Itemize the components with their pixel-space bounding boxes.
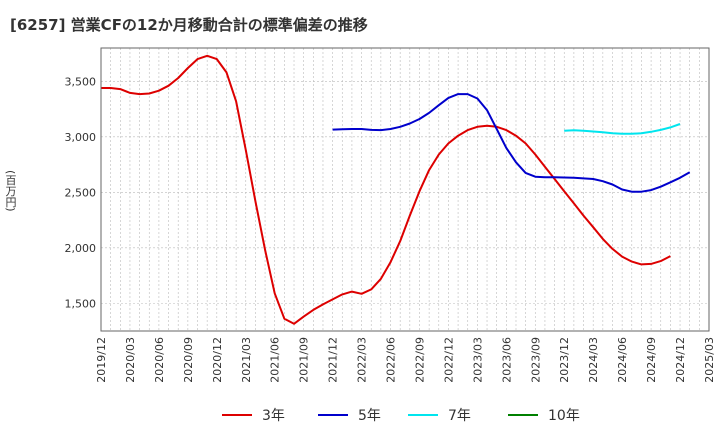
x-tick-label: 2023/06 — [500, 337, 513, 383]
x-tick-label: 2025/03 — [703, 337, 716, 383]
x-tick-label: 2020/12 — [211, 337, 224, 383]
x-tick-label: 2023/12 — [558, 337, 571, 383]
y-tick-label: 3,000 — [65, 131, 97, 144]
legend: 3年 5年 7年 10年 — [222, 408, 580, 424]
x-tick-label: 2021/03 — [240, 337, 253, 383]
series-line-7年 — [564, 123, 681, 135]
x-tick-label: 2023/03 — [471, 337, 484, 383]
x-tick-label: 2020/06 — [153, 337, 166, 383]
x-tick-label: 2021/09 — [298, 337, 311, 383]
chart-title: [6257] 営業CFの12か月移動合計の標準偏差の推移 — [10, 16, 368, 34]
x-tick-label: 2022/03 — [356, 337, 369, 383]
plot-frame — [100, 47, 710, 332]
legend-label: 10年 — [548, 408, 580, 424]
x-tick-label: 2020/03 — [124, 337, 137, 383]
y-tick-label: 2,000 — [65, 242, 97, 255]
grid-lines — [101, 48, 709, 331]
series-line-3年 — [101, 54, 671, 325]
x-tick-label: 2021/12 — [327, 337, 340, 383]
x-axis-ticks: 2019/12 2020/03 2020/06 2020/09 2020/12 2021/… — [95, 337, 716, 383]
x-tick-label: 2019/12 — [95, 337, 108, 383]
x-tick-label: 2022/09 — [413, 337, 426, 383]
y-axis-ticks: 1,500 2,000 2,500 3,000 3,500 — [65, 75, 97, 310]
x-tick-label: 2024/09 — [645, 337, 658, 383]
legend-label: 5年 — [358, 408, 381, 424]
y-tick-label: 2,500 — [65, 186, 97, 199]
series-lines — [101, 54, 691, 325]
x-tick-label: 2020/09 — [182, 337, 195, 383]
x-tick-label: 2024/03 — [587, 337, 600, 383]
y-tick-label: 3,500 — [65, 75, 97, 88]
x-tick-label: 2022/12 — [442, 337, 455, 383]
legend-label: 7年 — [448, 408, 471, 424]
y-axis-label: (百万円) — [4, 170, 17, 212]
legend-label: 3年 — [262, 408, 285, 424]
x-tick-label: 2022/06 — [385, 337, 398, 383]
x-tick-label: 2021/06 — [269, 337, 282, 383]
x-tick-label: 2024/12 — [674, 337, 687, 383]
y-tick-label: 1,500 — [65, 297, 97, 310]
series-line-5年 — [332, 93, 691, 193]
x-tick-label: 2024/06 — [616, 337, 629, 383]
x-tick-label: 2023/09 — [529, 337, 542, 383]
